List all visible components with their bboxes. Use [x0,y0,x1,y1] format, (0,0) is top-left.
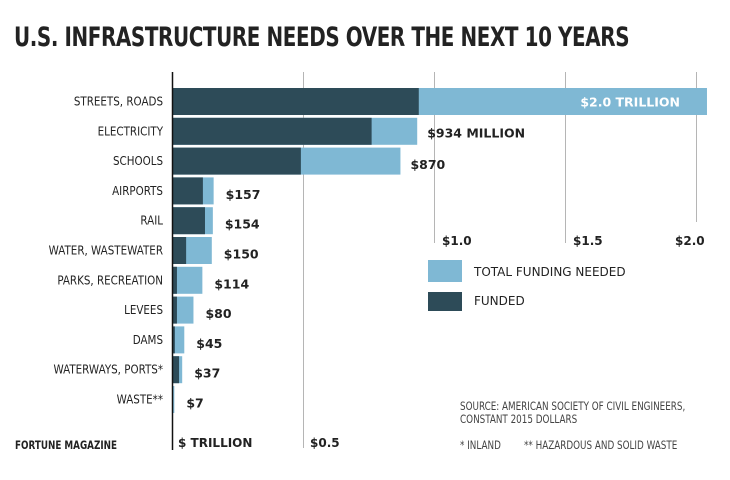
category-label: AIRPORTS [112,184,163,198]
category-label: WATER, WASTEWATER [49,244,164,258]
data-label: $157 [226,187,261,202]
legend-swatch-total [428,260,462,282]
x-tick-label: $1.5 [573,234,603,248]
category-label: DAMS [133,333,163,347]
x-tick-label: $2.0 [675,234,705,248]
footnote-inland: * INLAND [460,438,501,452]
bar-funded [172,117,372,145]
x-tick-label: $0.5 [310,436,340,450]
data-label: $2.0 TRILLION [580,95,680,110]
data-label: $37 [194,366,220,381]
bar-total-needed [172,326,185,354]
legend-label-total: TOTAL FUNDING NEEDED [473,265,626,279]
bar-funded [172,88,419,115]
category-label: WASTE** [117,393,164,407]
x-axis-label: $ TRILLION [178,436,252,450]
data-label: $114 [214,276,249,291]
brand-label: FORTUNE MAGAZINE [15,438,117,452]
source-line-2: CONSTANT 2015 DOLLARS [460,412,578,426]
data-label: $80 [205,306,231,321]
bar-total-needed [172,386,175,413]
category-label: PARKS, RECREATION [57,274,163,288]
x-tick-label: $1.0 [442,234,472,248]
category-label: LEVEES [124,303,163,317]
data-label: $154 [225,217,260,232]
bar-funded [172,356,180,384]
footnote-waste: ** HAZARDOUS AND SOLID WASTE [524,438,678,452]
category-label: SCHOOLS [113,154,163,168]
bar-total-needed [172,296,194,324]
bar-funded [172,296,177,324]
source-line-1: SOURCE: AMERICAN SOCIETY OF CIVIL ENGINE… [460,399,686,413]
bar-funded [172,237,187,264]
chart-title: U.S. INFRASTRUCTURE NEEDS OVER THE NEXT … [14,22,630,53]
bar-funded [172,326,175,354]
category-label: ELECTRICITY [98,125,164,139]
bar-total-needed [172,266,203,294]
data-label: $45 [196,336,222,351]
category-label: STREETS, ROADS [74,95,163,109]
bar-funded [172,207,205,235]
bar-funded [172,266,177,294]
bar-funded [172,147,301,175]
data-label: $7 [186,396,203,411]
data-label: $870 [410,157,445,172]
data-label: $934 MILLION [427,125,525,140]
legend-label-funded: FUNDED [474,294,525,308]
legend-swatch-funded [428,292,462,311]
bar-funded [172,177,203,205]
category-label: WATERWAYS, PORTS* [53,363,163,377]
data-label: $150 [224,247,259,262]
category-label: RAIL [140,214,163,228]
source-note: SOURCE: AMERICAN SOCIETY OF CIVIL ENGINE… [460,400,685,426]
